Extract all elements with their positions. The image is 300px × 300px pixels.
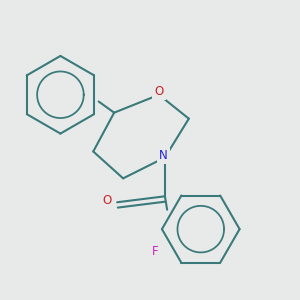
Text: N: N <box>159 148 168 162</box>
Text: O: O <box>154 85 164 98</box>
Text: O: O <box>102 194 111 207</box>
Text: F: F <box>152 245 158 258</box>
